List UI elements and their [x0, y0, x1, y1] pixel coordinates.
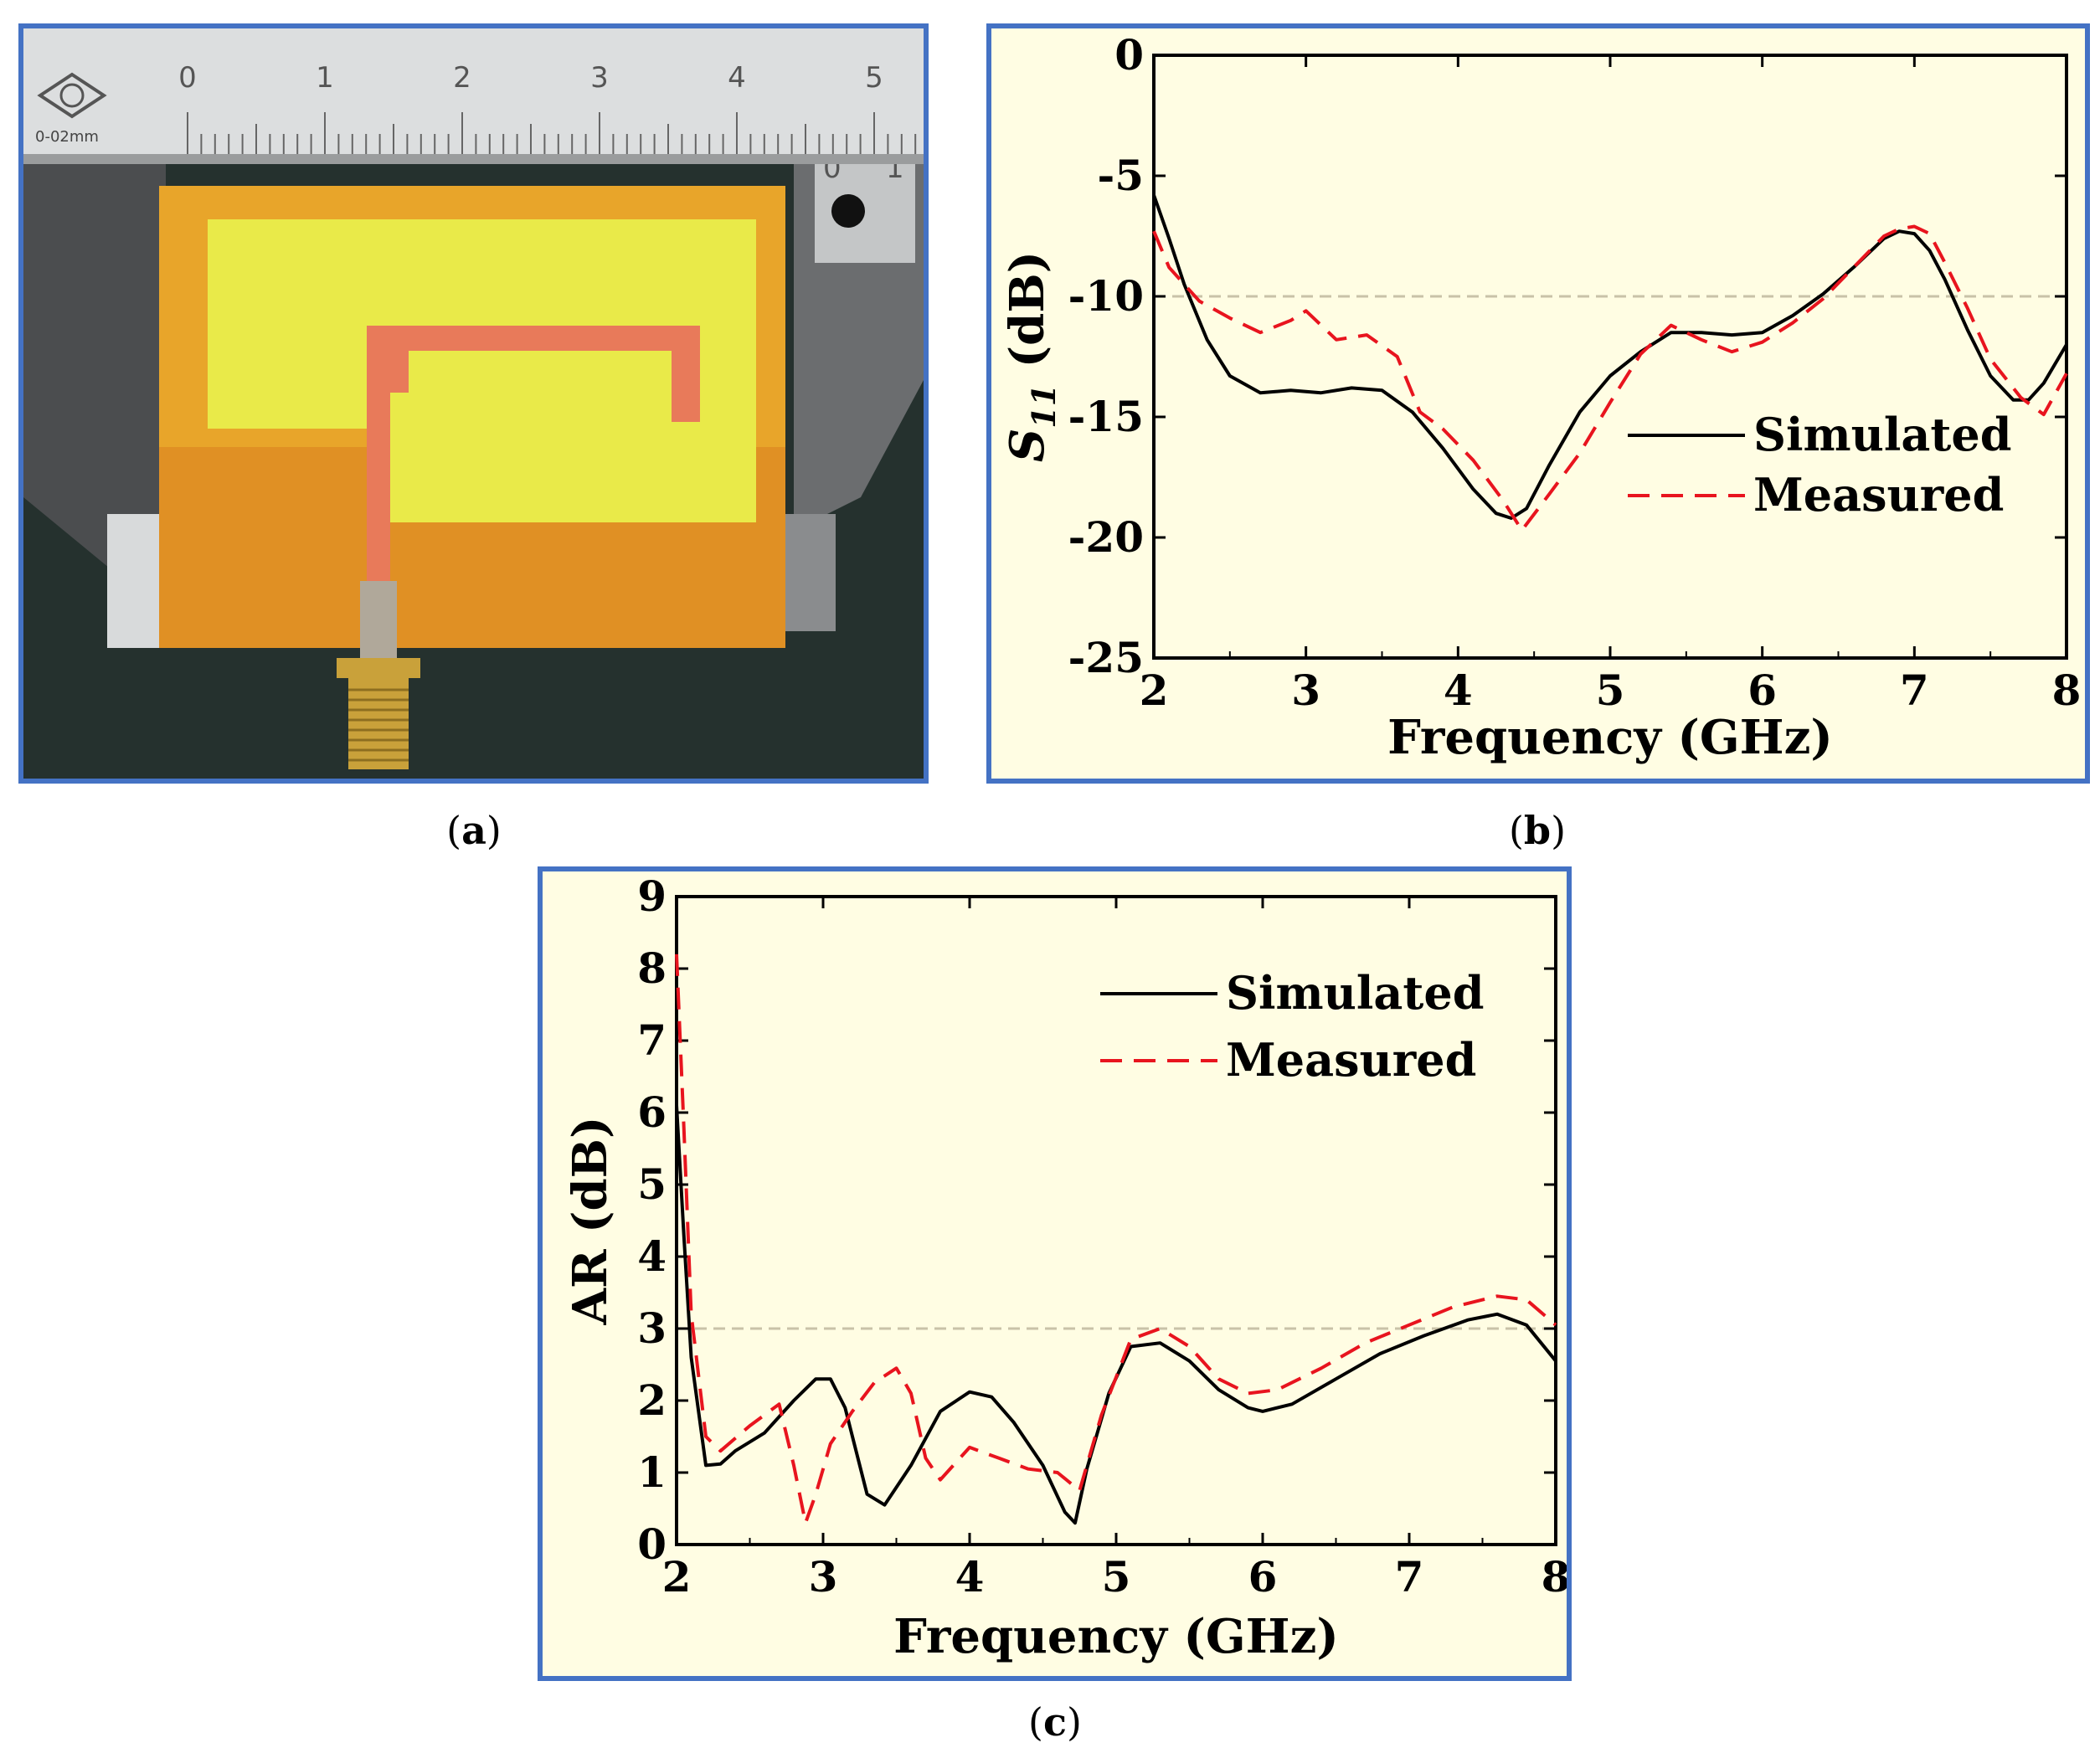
y-axis-label: S11 (dB) [1000, 251, 1063, 462]
y-tick-label: -20 [1068, 512, 1144, 562]
strip-horizontal [383, 326, 700, 351]
y-label-sub: 11 [1025, 384, 1063, 429]
ruler-edge [23, 154, 924, 164]
y-tick-label: 4 [637, 1231, 667, 1281]
caliper-slider [815, 146, 915, 263]
x-axis-label: Frequency (GHz) [1387, 710, 1833, 765]
x-tick-label: 3 [809, 1552, 838, 1601]
connector-pin [360, 581, 397, 661]
legend-label-simulated: Simulated [1753, 408, 2011, 461]
y-axis-label: AR (dB) [563, 1117, 618, 1326]
ruler-number: 1 [316, 61, 334, 95]
strip-vertical [672, 326, 700, 422]
ruler-logo-icon [37, 72, 107, 119]
y-tick-label: -25 [1068, 633, 1144, 682]
ruler-ticks [187, 112, 917, 154]
series-line-simulated [675, 1105, 1557, 1525]
s11-chart-panel: 2 3 4 5 6 7 8 0 -5 -10 -15 -20 -25 Frequency (GHz) S11… [986, 23, 2090, 784]
caption-a: (a) [446, 808, 502, 853]
y-tick-label: 6 [637, 1087, 667, 1137]
y-tick-label: 9 [637, 871, 667, 921]
y-tick-label: 7 [637, 1015, 667, 1065]
s11-chart: 2 3 4 5 6 7 8 0 -5 -10 -15 -20 -25 Frequency (GHz) S11… [1000, 30, 2082, 765]
x-tick-label: 8 [2052, 666, 2082, 715]
x-tick-label: 7 [1395, 1552, 1424, 1601]
ruler-number: 2 [453, 61, 471, 95]
y-tick-label: 0 [1114, 30, 1144, 80]
x-tick-label: 6 [1248, 1552, 1278, 1601]
antenna-photo-panel: 0 1 0 1 2 3 4 5 0-02mm [18, 23, 929, 784]
series-line-simulated [1152, 194, 2068, 520]
connector-thread [348, 688, 409, 762]
antenna-photo: 0 1 0 1 2 3 4 5 0-02mm [23, 28, 924, 779]
caliper-screw [831, 194, 865, 228]
caption-c: (c) [1028, 1699, 1082, 1745]
y-tick-label: -5 [1097, 151, 1144, 200]
caliper-left-jaw [23, 162, 166, 614]
connector-flange [337, 658, 420, 678]
x-tick-label: 7 [1900, 666, 1929, 715]
legend-label-simulated: Simulated [1226, 966, 1484, 1020]
ar-chart-panel: 2 3 4 5 6 7 8 0 1 2 3 4 5 6 7 8 9 Frequency (GHz) AR (dB) S… [538, 866, 1572, 1681]
y-tick-label: 1 [637, 1447, 667, 1497]
x-tick-label: 2 [1140, 666, 1169, 715]
ruler-number: 0 [178, 61, 197, 95]
series-line-measured [675, 954, 1557, 1525]
ruler [23, 28, 924, 162]
y-label-unit: (dB) [1000, 251, 1055, 384]
y-tick-label: -10 [1068, 271, 1144, 321]
x-tick-label: 6 [1747, 666, 1777, 715]
y-tick-label: -15 [1068, 392, 1144, 441]
ar-chart: 2 3 4 5 6 7 8 0 1 2 3 4 5 6 7 8 9 Frequency (GHz) AR (dB) S… [563, 871, 1567, 1664]
plot-frame [1152, 54, 2068, 660]
x-tick-label: 5 [1596, 666, 1625, 715]
caption-b: (b) [1508, 808, 1567, 853]
y-tick-label: 8 [637, 943, 667, 993]
ruler-number: 5 [865, 61, 883, 95]
yellow-patch-right [383, 380, 756, 522]
ruler-brand: 0-02mm [35, 128, 99, 146]
x-tick-label: 3 [1291, 666, 1320, 715]
x-tick-label: 2 [662, 1552, 692, 1601]
ruler-numbers: 0 1 2 3 4 5 [178, 61, 883, 95]
y-tick-label: 3 [637, 1303, 667, 1353]
y-tick-label: 2 [637, 1375, 667, 1425]
ruler-number: 4 [728, 61, 746, 95]
legend-label-measured: Measured [1226, 1033, 1476, 1087]
legend-label-measured: Measured [1753, 468, 2004, 522]
y-label-main: S [1000, 429, 1055, 462]
x-tick-label: 4 [955, 1552, 985, 1601]
x-tick-label: 5 [1102, 1552, 1131, 1601]
x-tick-label: 8 [1542, 1552, 1567, 1601]
sma-connector [348, 677, 409, 769]
ruler-number: 3 [590, 61, 609, 95]
x-tick-label: 4 [1444, 666, 1473, 715]
y-tick-label: 5 [637, 1159, 667, 1209]
x-axis-label: Frequency (GHz) [893, 1609, 1339, 1664]
y-tick-label: 0 [637, 1519, 667, 1569]
series-line-measured [1152, 224, 2068, 532]
